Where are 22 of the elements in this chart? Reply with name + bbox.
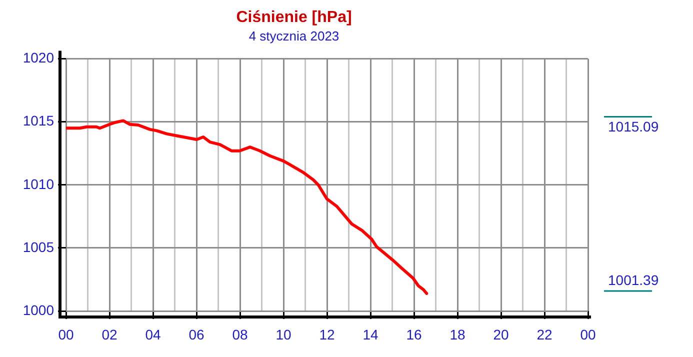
- x-tick-label: 22: [536, 326, 552, 342]
- y-tick-label: 1015: [22, 112, 54, 129]
- x-tick-label: 18: [450, 326, 466, 342]
- x-tick-label: 00: [580, 326, 596, 342]
- y-tick-label: 1010: [22, 176, 54, 192]
- y-tick-label: 1020: [22, 50, 54, 66]
- text: 1015.09: [608, 118, 659, 135]
- chart-subtitle: 4 stycznia 2023: [248, 28, 340, 44]
- x-tick-label: 20: [493, 326, 509, 342]
- x-tick-label: 10: [276, 326, 292, 342]
- text: 1001.39: [608, 272, 659, 288]
- x-tick-label: 02: [102, 326, 118, 342]
- x-tick-label: 06: [188, 326, 204, 342]
- x-tick-label: 14: [362, 326, 378, 342]
- x-tick-label: 04: [145, 326, 161, 342]
- chart-title: Ciśnienie [hPa]: [236, 9, 352, 26]
- x-tick-label: 00: [58, 326, 74, 342]
- x-tick-label: 12: [319, 326, 335, 342]
- y-tick-label: 1005: [22, 238, 54, 255]
- x-tick-label: 08: [232, 326, 248, 342]
- y-tick-label: 1000: [22, 302, 54, 318]
- x-tick-label: 16: [406, 326, 422, 342]
